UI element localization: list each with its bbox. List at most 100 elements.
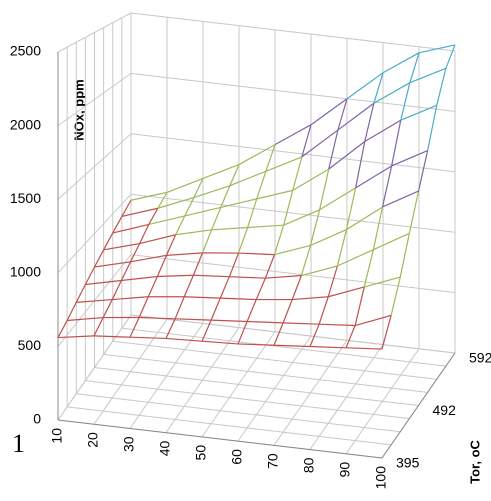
surface-edge — [283, 190, 294, 226]
surface-edge — [238, 252, 275, 256]
z-tick-label: 1000 — [10, 264, 41, 280]
z-tick-label: 0 — [33, 411, 41, 427]
surface-edge — [220, 297, 257, 301]
surface-edge — [192, 252, 204, 276]
axis-line — [57, 419, 383, 459]
surface-edge — [111, 280, 122, 300]
surface-edge — [337, 98, 348, 131]
surface-edge — [409, 67, 447, 84]
surface-edge — [328, 129, 339, 170]
surface-edge — [310, 98, 348, 126]
surface-edge — [175, 318, 212, 321]
surface-edge — [220, 185, 231, 208]
surface-edge — [237, 227, 249, 254]
z-tick-label: 2000 — [10, 116, 41, 132]
x-tick-label: 20 — [85, 432, 101, 448]
z-tick-label: 2500 — [10, 43, 41, 59]
x-tick-label: 40 — [157, 440, 173, 456]
surface-edge — [301, 129, 339, 158]
y-axis-label: Tor, oC — [467, 439, 482, 483]
surface-edge — [175, 229, 212, 236]
x-tick-label: 30 — [121, 436, 137, 452]
surface-edge — [400, 104, 437, 121]
z-tick-label: 1500 — [10, 190, 41, 206]
surface-edge — [292, 156, 303, 191]
surface-edge — [391, 120, 402, 167]
surface-edge — [103, 232, 114, 251]
surface-edge — [373, 82, 411, 104]
surface-edge — [417, 150, 429, 192]
surface-edge — [292, 296, 329, 301]
surface-edge — [309, 209, 321, 246]
grid-line — [112, 340, 437, 380]
surface-edge — [129, 336, 167, 340]
surface-edge — [328, 141, 366, 170]
surface-edge — [229, 170, 267, 187]
surface-edge — [184, 206, 221, 217]
surface-edge — [138, 296, 149, 318]
surface-edge — [265, 156, 303, 172]
surface-edge — [184, 197, 195, 217]
surface-edge — [201, 319, 212, 342]
y-tick-label: 592 — [469, 350, 491, 366]
surface-edge — [283, 209, 320, 226]
x-tick-label: 80 — [301, 457, 317, 473]
surface-edge — [103, 242, 140, 251]
surface-edge — [292, 168, 330, 191]
surface-edge — [345, 347, 383, 350]
surface-edge — [66, 302, 77, 321]
surface-edge — [337, 102, 375, 131]
surface-edge — [354, 314, 392, 327]
surface-edge — [237, 343, 275, 346]
grid-line — [130, 72, 456, 112]
surface-edge — [319, 323, 356, 327]
surface-edge — [211, 319, 248, 323]
surface-edge — [210, 297, 221, 321]
surface-edge — [372, 206, 384, 250]
surface-edge — [445, 44, 456, 69]
surface-edge — [265, 144, 276, 172]
surface-edge — [229, 276, 266, 279]
surface-edge — [238, 144, 276, 166]
surface-edge — [67, 316, 104, 322]
surface-edge — [247, 320, 284, 324]
y-tick-label: 395 — [396, 455, 420, 471]
surface-edge — [373, 232, 410, 251]
surface-edge — [129, 317, 140, 338]
surface-edge — [337, 249, 374, 267]
surface-edge — [139, 234, 176, 245]
surface-edge — [184, 296, 221, 299]
surface-edge — [309, 345, 347, 349]
surface-edge — [346, 206, 383, 231]
grid-line — [121, 327, 446, 367]
grid-line — [130, 254, 456, 294]
surface-edge — [301, 124, 312, 158]
surface-edge — [318, 296, 329, 325]
surface-edge — [418, 44, 456, 54]
surface-edge — [57, 320, 68, 338]
surface-edge — [166, 252, 203, 256]
surface-edge — [193, 185, 231, 199]
surface-edge — [319, 187, 356, 211]
grid-line — [94, 367, 419, 406]
surface-edge — [102, 299, 113, 318]
surface-edge — [129, 243, 141, 263]
surface-edge — [381, 315, 392, 350]
surface-edge — [148, 207, 159, 225]
surface-edge — [246, 299, 257, 322]
surface-edge — [220, 198, 257, 208]
surface-edge — [264, 254, 276, 279]
surface-edge — [408, 190, 420, 234]
surface-edge — [427, 105, 438, 151]
grid-line — [130, 314, 456, 354]
surface-edge — [57, 335, 95, 339]
surface-edge — [193, 178, 204, 198]
surface-edge — [391, 150, 428, 167]
x-tick-label: 70 — [265, 453, 281, 469]
surface-edge — [75, 284, 86, 303]
surface-edge — [121, 275, 158, 282]
surface-edge — [382, 52, 420, 74]
x-tick-label: 50 — [193, 445, 209, 461]
surface-edge — [219, 276, 230, 299]
